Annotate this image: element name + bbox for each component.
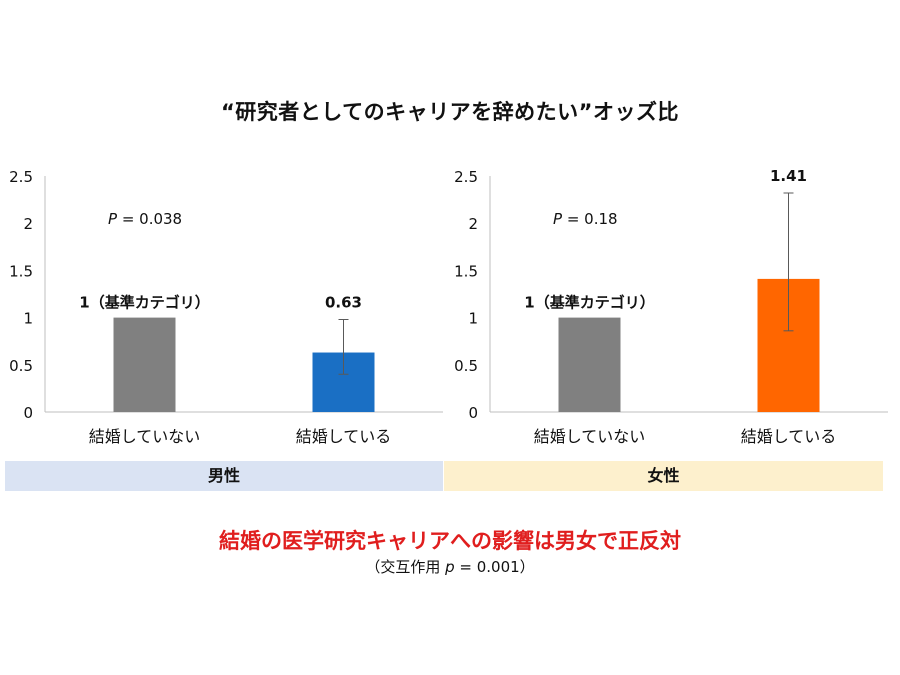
male-y-tick-label: 0.5 (9, 357, 33, 375)
female-p-value-annotation: P = 0.18 (553, 210, 618, 228)
female-y-tick-label: 0.5 (454, 357, 478, 375)
female-category-label: 結婚していない (534, 427, 646, 446)
female-y-tick-label: 2.5 (454, 168, 478, 186)
female-p-symbol: P (553, 210, 563, 228)
interaction-note: （交互作用 p = 0.001） (0, 556, 900, 577)
female-odds-ratio-chart: 0 0.5 1 1.5 2 2.5 1（基準カテゴリ） 結婚していない 1.41 結婚している P … (454, 167, 888, 446)
female-category-label: 結婚している (741, 427, 837, 446)
male-category-label: 結婚していない (89, 427, 201, 446)
female-y-tick-label: 0 (468, 404, 478, 422)
male-p-symbol: P (108, 210, 118, 228)
female-y-tick-label: 1.5 (454, 262, 478, 280)
chart-title: “研究者としてのキャリアを辞めたい”オッズ比 (221, 100, 679, 124)
female-bar-unmarried (558, 317, 621, 412)
female-p-value: = 0.18 (562, 210, 618, 228)
female-y-tick-label: 1 (468, 310, 478, 328)
interaction-value: = 0.001） (454, 558, 535, 576)
male-data-label: 0.63 (325, 293, 362, 311)
female-y-tick-label: 2 (468, 215, 478, 233)
female-data-label: 1.41 (770, 167, 807, 185)
male-p-value-annotation: P = 0.038 (108, 210, 182, 228)
male-y-tick-label: 2.5 (9, 168, 33, 186)
male-y-tick-label: 1.5 (9, 262, 33, 280)
female-data-label: 1（基準カテゴリ） (524, 294, 654, 312)
female-error-bar (783, 192, 794, 332)
male-data-label: 1（基準カテゴリ） (79, 294, 209, 312)
conclusion-text: 結婚の医学研究キャリアへの影響は男女で正反対 (219, 529, 681, 553)
male-group-band: 男性 (5, 461, 443, 491)
male-error-bar (338, 318, 349, 375)
interaction-open: （交互作用 (365, 558, 446, 576)
interaction-p: p (445, 558, 455, 576)
female-group-band: 女性 (444, 461, 883, 491)
male-odds-ratio-chart: 0 0.5 1 1.5 2 2.5 1（基準カテゴリ） 結婚していない 0.63 結婚している P … (9, 168, 443, 446)
male-category-label: 結婚している (296, 427, 392, 446)
male-y-tick-label: 2 (23, 215, 33, 233)
male-y-tick-label: 0 (23, 404, 33, 422)
male-p-value: = 0.038 (117, 210, 182, 228)
male-bar-unmarried (113, 317, 176, 412)
male-y-tick-label: 1 (23, 310, 33, 328)
